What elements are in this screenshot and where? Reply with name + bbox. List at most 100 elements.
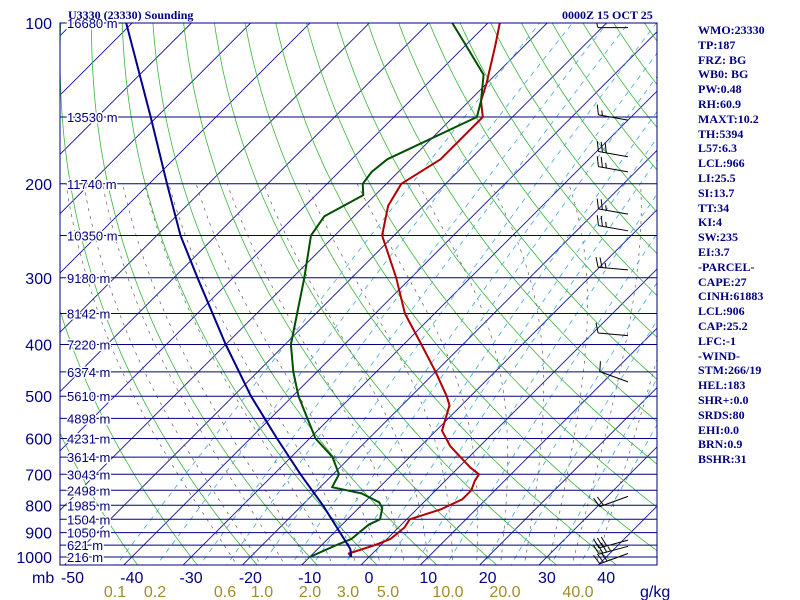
dry-adiabat (275, 23, 657, 552)
mixing-ratio-line (156, 23, 573, 565)
wind-barb (593, 552, 629, 565)
index-line: RH:60.9 (698, 96, 741, 111)
dry-adiabat (91, 23, 318, 565)
isotherm-line (60, 23, 489, 452)
height-label: 3614 m (67, 450, 110, 465)
index-line: PW:0.48 (698, 82, 742, 97)
dry-adiabat (398, 23, 657, 380)
index-line: TT:34 (698, 200, 730, 215)
index-line: CAPE:27 (698, 274, 747, 289)
temperature-tick-label: -10 (298, 570, 321, 587)
wind-barb (596, 104, 629, 121)
pressure-tick-label: 900 (25, 526, 52, 543)
moist-adiabat (571, 183, 642, 565)
index-line: WMO:23330 (698, 23, 765, 37)
index-line: BRN:0.9 (698, 437, 743, 452)
moist-adiabat (144, 183, 333, 565)
mixing-ratio-line (483, 281, 657, 565)
index-line: WB0: BG (698, 67, 749, 82)
mixing-ratio-line (445, 232, 657, 565)
mixing-ratio-line (550, 378, 657, 565)
mixing-ratio-line (115, 23, 541, 565)
mixing-ratio-label: 10.0 (432, 584, 463, 600)
stability-indices-panel: WMO:23330 TP:187 FRZ: BG WB0: BG PW:0.48 RH:6… (698, 23, 800, 467)
plot-frame (59, 22, 658, 566)
isotherm-line (301, 209, 657, 565)
temperature-tick-label: 0 (365, 570, 374, 587)
index-line: FRZ: BG (698, 52, 747, 67)
height-label: 7220 m (67, 338, 110, 353)
chart-title: U3330 (23330) Sounding (68, 8, 194, 22)
wind-barb (595, 322, 629, 337)
dry-adiabat (213, 23, 558, 565)
wind-barb (595, 256, 629, 271)
mixing-ratio-label: 3.0 (337, 584, 359, 600)
temperature-tick-label: -30 (180, 570, 203, 587)
moist-adiabat (490, 183, 545, 565)
isotherm-line (60, 23, 252, 215)
isotherm-line (360, 268, 657, 565)
index-line: SI:13.7 (698, 185, 735, 200)
height-label: 621 m (67, 538, 103, 553)
moist-adiabat (226, 183, 405, 565)
index-line: STM:266/19 (698, 363, 762, 378)
wind-barb (596, 215, 629, 232)
isotherm-line (60, 23, 370, 333)
moist-adiabat (195, 183, 381, 565)
height-label: 10350 m (67, 228, 118, 243)
mixing-ratio-line (226, 23, 629, 565)
moist-adiabat (305, 183, 453, 565)
height-label: 11740 m (67, 177, 117, 192)
pressure-tick-label: 700 (25, 467, 52, 484)
wind-barb (593, 495, 629, 508)
dry-adiabat (367, 23, 657, 423)
index-line: LCL:966 (698, 156, 745, 171)
index-line: TP:187 (698, 37, 736, 52)
dry-adiabat (306, 23, 657, 508)
dry-adiabat (60, 432, 138, 565)
valid-time: 0000Z 15 OCT 25 (562, 8, 653, 22)
moist-adiabat (65, 183, 238, 565)
height-label: 6374 m (67, 365, 110, 380)
isotherm-line (60, 23, 430, 393)
height-label: 4231 m (67, 432, 110, 447)
mixing-ratio-label: 1.0 (251, 584, 273, 600)
mixing-ratio-label: 0.6 (214, 584, 236, 600)
index-line: BSHR:31 (698, 452, 747, 467)
moist-adiabat (417, 183, 509, 565)
wind-barb (596, 141, 629, 158)
mixing-ratio-label: 0.2 (144, 584, 166, 600)
height-label: 1050 m (67, 526, 110, 541)
index-line: LI:25.5 (698, 170, 736, 185)
moist-adiabat (547, 183, 588, 565)
height-label: 216 m (67, 550, 103, 565)
moist-adiabat-lines (65, 183, 657, 565)
mixing-ratio-label: 5.0 (377, 584, 399, 600)
height-label: 1985 m (67, 498, 110, 513)
pressure-tick-label: 400 (25, 338, 52, 355)
pressure-tick-label: 100 (25, 16, 52, 33)
isotherm-line (60, 23, 311, 274)
index-line: -PARCEL- (698, 259, 755, 274)
dry-adiabat (336, 23, 657, 465)
pressure-unit-label: mb (32, 570, 54, 587)
wind-barbs (593, 23, 629, 565)
height-label: 1504 m (67, 512, 110, 527)
temperature-tick-label: 10 (419, 570, 437, 587)
pressure-tick-label: 200 (25, 177, 52, 194)
height-label: 13530 m (67, 110, 118, 125)
index-line: TH:5394 (698, 126, 744, 141)
temperature-tick-label: -40 (120, 570, 143, 587)
dry-adiabat (244, 23, 618, 565)
dry-adiabat-lines (60, 23, 657, 565)
moist-adiabat (168, 183, 357, 565)
moist-adiabat (356, 183, 479, 565)
mixing-ratio-unit-label: g/kg (640, 584, 670, 600)
mixing-ratio-line (367, 137, 657, 565)
temperature-tick-label: 30 (538, 570, 556, 587)
pressure-tick-label: 800 (25, 498, 52, 515)
temperature-tick-label: -20 (239, 570, 262, 587)
mixing-ratio-line (385, 159, 657, 565)
